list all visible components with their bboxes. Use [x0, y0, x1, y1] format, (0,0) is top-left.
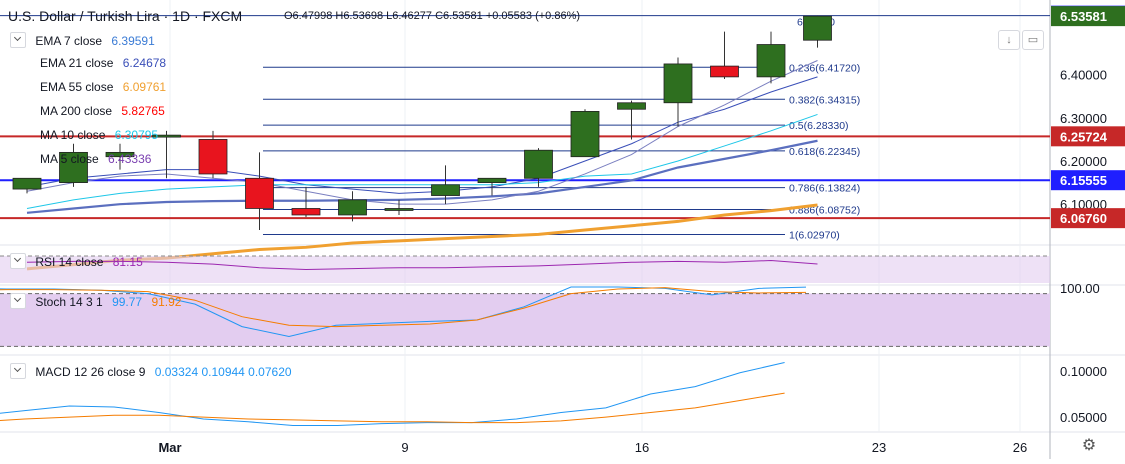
price-axis-tick: 6.30000: [1060, 111, 1107, 126]
legend-label: MA 10 close: [40, 128, 106, 142]
price-axis-marker-label: 6.25724: [1060, 129, 1108, 144]
legend-label: MA 5 close: [40, 152, 99, 166]
legend-value: 5.82765: [121, 104, 165, 118]
candle-up: [803, 15, 832, 41]
gear-icon[interactable]: ⚙: [1081, 437, 1097, 454]
macd-axis-tick: 0.05000: [1060, 410, 1107, 425]
candle-up: [152, 134, 181, 138]
legend-value: 6.09761: [122, 80, 167, 94]
legend-value: 6.43336: [108, 152, 152, 166]
stoch-k-value: 99.77: [112, 295, 143, 309]
fib-level-label: 0.382(6.34315): [789, 94, 860, 106]
legend-ma5[interactable]: MA 5 close 6.43336: [10, 152, 270, 176]
indicator-legend: EMA 7 close 6.39591 EMA 21 close 6.24678…: [10, 32, 270, 176]
candle-up: [431, 184, 460, 196]
chart-header: U.S. Dollar / Turkish Lira · 1D · FXCM O…: [0, 0, 1050, 30]
price-axis-marker: [1051, 170, 1125, 191]
candle-down: [198, 139, 228, 175]
macd-signal-line: [0, 392, 785, 424]
moving-average-line: [26, 113, 818, 209]
stoch-band: [0, 293, 1050, 347]
price-axis-marker-label: 6.15555: [1060, 173, 1107, 188]
price-axis-tick: 6.40000: [1060, 68, 1107, 83]
x-axis-tick: 9: [401, 440, 408, 455]
chevron-down-icon[interactable]: [10, 253, 26, 269]
candle-up: [384, 208, 414, 211]
rsi-band: [0, 256, 1050, 283]
stoch-legend[interactable]: Stoch 14 3 1 99.77 91.92: [10, 293, 270, 309]
legend-label: MA 200 close: [40, 104, 113, 118]
legend-ma200[interactable]: MA 200 close 5.82765: [10, 104, 270, 128]
moving-average-line: [26, 76, 818, 194]
ohlc-readout: O6.47998 H6.53698 L6.46277 C6.53581 +0.0…: [284, 10, 581, 22]
x-axis-tick: 26: [1013, 440, 1027, 455]
symbol-title: U.S. Dollar / Turkish Lira · 1D · FXCM: [8, 8, 243, 24]
macd-values: 0.03324 0.10944 0.07620: [154, 365, 292, 379]
legend-ma10[interactable]: MA 10 close 6.30795: [10, 128, 270, 152]
stoch-d-line: [0, 287, 807, 328]
macd-label: MACD 12 26 close 9: [35, 365, 146, 379]
price-axis-marker-label: 6.53581: [1060, 9, 1107, 24]
legend-label: EMA 7 close: [35, 34, 103, 48]
chevron-down-icon[interactable]: [10, 363, 26, 379]
price-axis-tick: 6.20000: [1060, 154, 1107, 169]
fib-level-label: 0.618(6.22345): [789, 146, 860, 158]
legend-value: 6.24678: [122, 56, 167, 70]
candle-up: [663, 63, 693, 104]
x-axis-tick: 23: [872, 440, 886, 455]
candle-down: [710, 65, 739, 78]
chevron-down-icon[interactable]: [10, 32, 26, 48]
candle-up: [570, 110, 600, 158]
candle-up: [477, 177, 507, 183]
x-axis-tick: Mar: [158, 440, 181, 455]
candle-up: [524, 149, 553, 179]
stoch-d-value: 91.92: [151, 295, 182, 309]
legend-label: EMA 21 close: [40, 56, 114, 70]
candle-up: [756, 44, 786, 78]
legend-ema7[interactable]: EMA 7 close 6.39591: [10, 32, 270, 56]
rsi-line: [26, 259, 818, 271]
rsi-legend[interactable]: RSI 14 close 81.15: [10, 253, 270, 269]
moving-average-line: [26, 139, 818, 214]
rsi-label: RSI 14 close: [35, 255, 104, 269]
fib-level-label: 0.786(6.13824): [789, 183, 860, 195]
price-axis-marker: [1051, 126, 1125, 147]
stoch-axis-tick: 100.00: [1060, 281, 1100, 296]
x-axis-tick: 16: [635, 440, 649, 455]
price-axis-marker: [1051, 208, 1125, 229]
chevron-down-icon[interactable]: [10, 293, 26, 309]
candle-down: [245, 177, 274, 209]
candle-up: [12, 177, 42, 190]
rsi-value: 81.15: [112, 255, 143, 269]
price-axis-marker-label: 6.06760: [1060, 211, 1107, 226]
candle-up: [59, 151, 88, 183]
candle-up: [338, 199, 367, 216]
legend-value: 6.30795: [114, 128, 159, 142]
candle-up: [105, 151, 135, 158]
legend-ema55[interactable]: EMA 55 close 6.09761: [10, 80, 270, 104]
arrow-down-icon[interactable]: ↓: [998, 30, 1020, 50]
legend-ema21[interactable]: EMA 21 close 6.24678: [10, 56, 270, 80]
legend-value: 6.39591: [111, 34, 155, 48]
fullscreen-icon[interactable]: ▭: [1022, 30, 1044, 50]
macd-axis-tick: 0.10000: [1060, 364, 1107, 379]
legend-label: EMA 55 close: [40, 80, 114, 94]
price-axis-marker: [1051, 6, 1125, 27]
stoch-label: Stoch 14 3 1: [35, 295, 103, 309]
moving-average-line: [26, 60, 818, 205]
fib-level-label: 1(6.02970): [789, 229, 840, 241]
macd-legend[interactable]: MACD 12 26 close 9 0.03324 0.10944 0.076…: [10, 363, 292, 379]
candle-up: [617, 102, 646, 110]
candle-down: [291, 208, 321, 216]
fib-level-label: 0.5(6.28330): [789, 120, 849, 132]
macd-line: [0, 362, 785, 426]
